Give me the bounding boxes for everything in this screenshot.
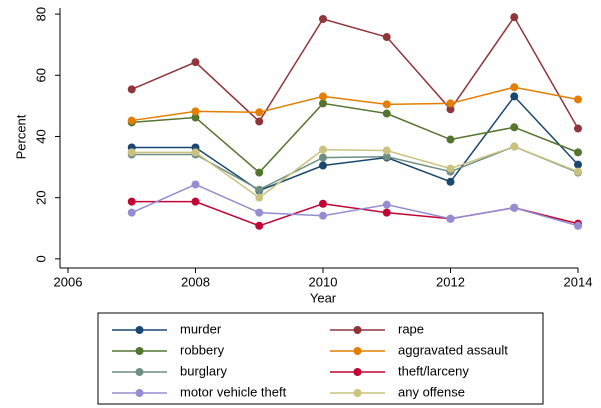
point [574, 221, 582, 230]
point [510, 13, 519, 22]
point [255, 117, 264, 126]
point [446, 99, 455, 108]
point [318, 153, 327, 162]
point [191, 148, 200, 157]
point [446, 177, 455, 186]
point [127, 85, 136, 94]
point [510, 123, 519, 132]
legend-marker [353, 326, 362, 334]
point [318, 15, 327, 24]
legend-label: robbery [180, 342, 225, 357]
point [382, 109, 391, 118]
x-tick-label: 2014 [564, 274, 593, 289]
y-tick-label: 20 [33, 190, 48, 204]
point [318, 161, 327, 170]
legend-marker [353, 389, 362, 397]
x-tick-label: 2008 [181, 274, 210, 289]
point [446, 105, 455, 114]
point [127, 116, 136, 125]
series-line [131, 95, 579, 192]
x-tick-label: 2006 [54, 274, 83, 289]
point [318, 145, 327, 154]
point [446, 135, 455, 144]
legend-marker [135, 368, 144, 376]
point [255, 208, 264, 217]
point [255, 185, 264, 194]
series-line [131, 145, 579, 199]
x-axis-label: Year [310, 290, 337, 305]
series-line [131, 183, 579, 227]
point [127, 148, 136, 157]
point [382, 152, 391, 161]
point [510, 83, 519, 92]
point [255, 108, 264, 117]
point [574, 160, 582, 169]
point [574, 148, 582, 157]
legend-box [97, 312, 544, 405]
point [255, 193, 264, 202]
series-line [131, 86, 579, 122]
y-tick-label: 40 [33, 129, 48, 143]
y-tick-label: 0 [33, 255, 48, 262]
legend-label: theft/larceny [398, 363, 469, 378]
point [191, 58, 200, 67]
legend-marker [353, 368, 362, 376]
y-tick-label: 80 [33, 7, 48, 21]
point [574, 124, 582, 133]
y-axis-label: Percent [13, 114, 28, 159]
point [446, 214, 455, 223]
legend-marker [353, 347, 362, 355]
legend-label: murder [180, 321, 222, 336]
legend-label: any offense [398, 384, 465, 399]
point [382, 146, 391, 155]
point [382, 33, 391, 42]
point [191, 180, 200, 189]
point [446, 164, 455, 173]
point [510, 142, 519, 151]
point [382, 200, 391, 209]
point [318, 199, 327, 208]
point [318, 99, 327, 108]
point [574, 167, 582, 176]
point [127, 208, 136, 217]
legend-marker [135, 347, 144, 355]
point [191, 197, 200, 206]
y-tick-label: 60 [33, 68, 48, 82]
legend-marker [135, 326, 144, 334]
point [255, 168, 264, 177]
legend-label: motor vehicle theft [180, 384, 287, 399]
point [574, 95, 582, 104]
x-tick-label: 2010 [309, 274, 338, 289]
point [382, 208, 391, 217]
point [191, 113, 200, 122]
x-tick-label: 2012 [436, 274, 465, 289]
series-line [131, 102, 579, 174]
legend-marker [135, 389, 144, 397]
point [318, 92, 327, 101]
legend-label: rape [398, 321, 424, 336]
point [191, 107, 200, 116]
point [255, 221, 264, 230]
legend-label: aggravated assault [398, 342, 508, 357]
series-line [131, 15, 579, 129]
point [510, 92, 519, 101]
point [510, 203, 519, 212]
point [127, 197, 136, 206]
point [382, 100, 391, 109]
legend-label: burglary [180, 363, 227, 378]
point [318, 211, 327, 220]
